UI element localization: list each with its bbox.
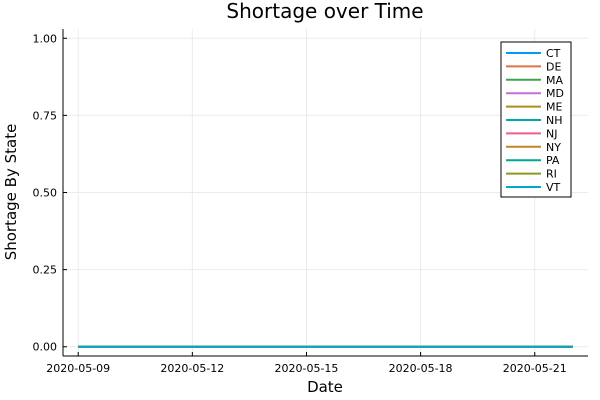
x-tick-label: 2020-05-12 [160, 362, 224, 375]
legend-label-me: ME [546, 101, 562, 114]
y-tick-label: 0.75 [33, 109, 58, 122]
legend-label-pa: PA [546, 154, 560, 167]
legend-label-ct: CT [546, 47, 561, 60]
legend-label-nj: NJ [546, 127, 557, 140]
y-tick-label: 0.50 [33, 187, 58, 200]
y-tick-label: 0.25 [33, 264, 58, 277]
legend-label-ny: NY [546, 141, 561, 154]
tick-labels: 0.00 0.25 0.50 0.75 1.00 2020-05-09 2020-05-12… [33, 32, 567, 375]
legend-label-md: MD [546, 87, 564, 100]
legend-label-vt: VT [546, 181, 561, 194]
legend-label-ma: MA [546, 74, 563, 87]
chart-title: Shortage over Time [226, 0, 423, 23]
legend-label-ri: RI [546, 168, 557, 181]
x-tick-label: 2020-05-09 [46, 362, 110, 375]
legend-label-de: DE [546, 60, 561, 73]
x-tick-label: 2020-05-18 [389, 362, 453, 375]
x-axis-label: Date [307, 378, 343, 396]
x-tick-label: 2020-05-15 [275, 362, 339, 375]
x-tick-label: 2020-05-21 [503, 362, 567, 375]
y-axis-label: Shortage By State [2, 124, 20, 261]
y-tick-label: 1.00 [33, 32, 58, 45]
legend-label-nh: NH [546, 114, 563, 127]
y-tick-label: 0.00 [33, 341, 58, 354]
